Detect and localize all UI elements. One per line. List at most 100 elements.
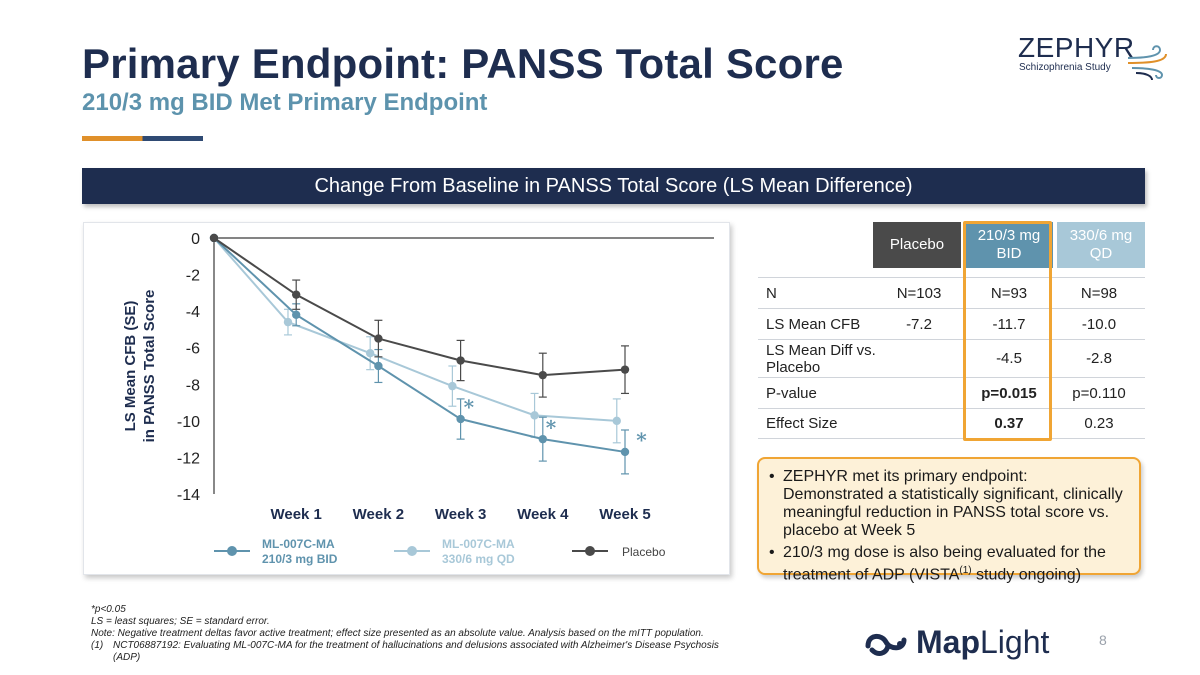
table-row: P-value p=0.015 p=0.110 bbox=[758, 377, 1145, 408]
footnote-ref-number: (1) bbox=[91, 640, 104, 651]
cell-210mg: p=0.015 bbox=[981, 384, 1037, 402]
cell-210mg: -4.5 bbox=[996, 350, 1022, 367]
table-row: N N=103 N=93 N=98 bbox=[758, 277, 1145, 308]
x-tick-label: Week 2 bbox=[353, 506, 404, 523]
cell-330mg: 0.23 bbox=[1084, 415, 1114, 432]
footnote-note: Note: Negative treatment deltas favor ac… bbox=[91, 628, 704, 639]
wind-swirl-icon bbox=[1127, 45, 1167, 81]
footnotes: *p<0.05 LS = least squares; SE = standar… bbox=[91, 604, 731, 664]
significance-marker: * bbox=[464, 395, 475, 419]
significance-marker: * bbox=[636, 428, 647, 452]
data-point bbox=[620, 447, 630, 457]
cell-210mg: N=93 bbox=[990, 284, 1028, 302]
y-axis-title: LS Mean CFB (SE) bbox=[122, 301, 139, 432]
cell-210mg: -11.7 bbox=[992, 315, 1026, 333]
accent-bar bbox=[82, 136, 203, 141]
footnote-significance: *p<0.05 bbox=[91, 604, 126, 615]
legend-label: ML-007C-MA bbox=[442, 537, 515, 551]
table-row: LS Mean Diff vs. Placebo -4.5 -2.8 bbox=[758, 339, 1145, 377]
cell-placebo bbox=[874, 340, 964, 377]
y-tick-label: -14 bbox=[177, 487, 200, 504]
table-header-placebo: Placebo bbox=[873, 222, 961, 268]
row-label: Effect Size bbox=[766, 415, 838, 432]
data-point bbox=[456, 356, 465, 365]
page-subtitle: 210/3 mg BID Met Primary Endpoint bbox=[82, 89, 488, 116]
maplight-logo: MapLight bbox=[864, 624, 1054, 664]
legend-marker bbox=[227, 546, 237, 556]
callout-box: ZEPHYR met its primary endpoint: Demonst… bbox=[757, 457, 1141, 583]
x-tick-label: Week 1 bbox=[270, 506, 321, 523]
data-point bbox=[530, 411, 539, 420]
maplight-word-map: Map bbox=[916, 624, 980, 660]
cell-placebo: -7.2 bbox=[906, 315, 932, 333]
y-tick-label: -4 bbox=[186, 304, 200, 321]
table-row: Effect Size 0.37 0.23 bbox=[758, 408, 1145, 439]
significance-marker: * bbox=[546, 415, 557, 439]
callout-superscript: (1) bbox=[959, 565, 972, 576]
data-point bbox=[292, 290, 301, 299]
page-number: 8 bbox=[1099, 632, 1107, 648]
zephyr-tagline: Schizophrenia Study bbox=[1019, 62, 1111, 73]
cell-330mg: N=98 bbox=[1080, 284, 1118, 302]
page-title: Primary Endpoint: PANSS Total Score bbox=[82, 40, 844, 87]
legend-label: ML-007C-MA bbox=[262, 537, 335, 551]
cell-placebo: N=103 bbox=[896, 284, 942, 302]
footnote-reference: (1) NCT06887192: Evaluating ML-007C-MA f… bbox=[91, 640, 731, 664]
data-point bbox=[612, 416, 621, 426]
callout-bullet-text: study ongoing) bbox=[971, 566, 1082, 584]
callout-bullet-text: 210/3 mg dose is also being evaluated fo… bbox=[783, 544, 1106, 584]
data-point bbox=[538, 370, 547, 380]
data-point bbox=[538, 434, 547, 444]
data-point bbox=[283, 317, 293, 327]
data-point bbox=[365, 349, 375, 358]
footnote-ref-text: NCT06887192: Evaluating ML-007C-MA for t… bbox=[113, 640, 719, 663]
cell-placebo bbox=[874, 409, 964, 438]
row-label: LS Mean CFB bbox=[766, 315, 861, 333]
footnote-abbreviations: LS = least squares; SE = standard error. bbox=[91, 616, 270, 627]
data-point bbox=[374, 361, 383, 371]
y-tick-label: -6 bbox=[186, 341, 200, 358]
cell-210mg: 0.37 bbox=[994, 415, 1024, 432]
table-row: LS Mean CFB -7.2 -11.7 -10.0 bbox=[758, 308, 1145, 339]
chart-panel: 0 -2 -4 -6 -8 -10 -12 -14 LS Mean CFB (SE) in PAN… bbox=[83, 222, 730, 575]
callout-bullet: ZEPHYR met its primary endpoint: Demonst… bbox=[769, 468, 1129, 540]
cell-placebo bbox=[874, 378, 964, 408]
legend-label: Placebo bbox=[622, 545, 666, 559]
legend-marker bbox=[585, 546, 595, 556]
panss-line-chart: 0 -2 -4 -6 -8 -10 -12 -14 LS Mean CFB (SE) in PAN… bbox=[122, 231, 714, 566]
y-axis-title: in PANSS Total Score bbox=[141, 290, 158, 443]
zephyr-logo: ZEPHYR Schizophrenia Study bbox=[1016, 32, 1176, 82]
data-point bbox=[209, 233, 219, 243]
legend-label: 330/6 mg QD bbox=[442, 552, 515, 566]
cell-330mg: -10.0 bbox=[1081, 315, 1117, 333]
row-label: LS Mean Diff vs. Placebo bbox=[766, 341, 876, 376]
table-header-330mg: 330/6 mg QD bbox=[1057, 222, 1145, 268]
y-tick-label: 0 bbox=[191, 231, 200, 248]
y-tick-label: -2 bbox=[186, 268, 200, 285]
y-tick-label: -12 bbox=[177, 450, 200, 467]
data-point bbox=[374, 334, 383, 343]
data-point bbox=[620, 365, 630, 374]
cell-330mg: p=0.110 bbox=[1072, 384, 1126, 402]
x-tick-label: Week 4 bbox=[517, 506, 569, 523]
series-line bbox=[213, 237, 626, 453]
x-tick-label: Week 3 bbox=[435, 506, 486, 523]
data-point bbox=[292, 310, 301, 319]
zephyr-wordmark: ZEPHYR bbox=[1018, 32, 1135, 63]
legend-marker bbox=[407, 546, 417, 556]
legend-label: 210/3 mg BID bbox=[262, 552, 338, 566]
series-line bbox=[213, 237, 617, 422]
table-header-210mg: 210/3 mg BID bbox=[965, 222, 1053, 268]
x-tick-label: Week 5 bbox=[599, 506, 650, 523]
maplight-word-light: Light bbox=[980, 624, 1050, 660]
cell-330mg: -2.8 bbox=[1086, 350, 1112, 367]
y-tick-label: -8 bbox=[186, 377, 200, 394]
series-line bbox=[213, 237, 626, 377]
data-point bbox=[456, 414, 465, 424]
y-tick-label: -10 bbox=[177, 414, 200, 431]
chart-banner: Change From Baseline in PANSS Total Scor… bbox=[82, 168, 1145, 204]
callout-bullet: 210/3 mg dose is also being evaluated fo… bbox=[769, 544, 1129, 584]
maplight-wordmark: MapLight bbox=[916, 624, 1049, 661]
data-point bbox=[448, 381, 457, 391]
maplight-mark-icon bbox=[865, 634, 907, 656]
